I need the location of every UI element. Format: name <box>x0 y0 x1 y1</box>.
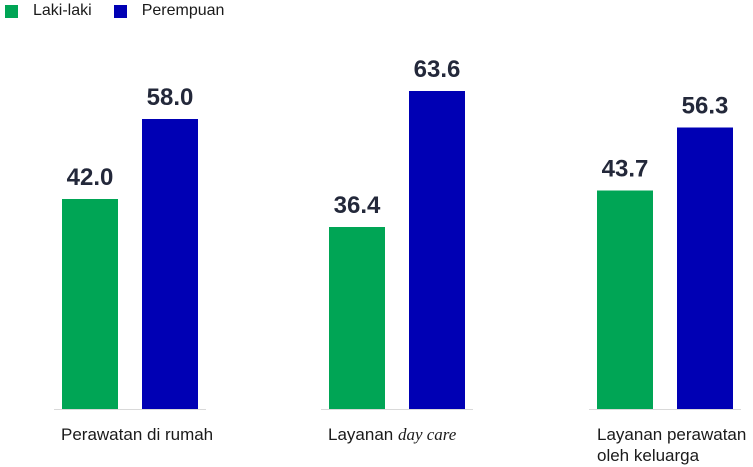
legend-label-laki-laki: Laki-laki <box>33 2 92 19</box>
legend-item-perempuan: Perempuan <box>113 2 225 20</box>
legend-item-laki-laki: Laki-laki <box>5 2 92 20</box>
bar-perempuan-1 <box>409 91 465 409</box>
legend-swatch-laki-laki <box>5 4 18 18</box>
value-label-perempuan-0: 58.0 <box>147 84 194 111</box>
bar-perempuan-0 <box>142 119 198 409</box>
legend: Laki-laki Perempuan <box>5 2 246 20</box>
value-label-laki-laki-1: 36.4 <box>334 192 381 219</box>
bar-laki-laki-2 <box>597 190 653 409</box>
bar-laki-laki-0 <box>62 199 118 409</box>
value-label-laki-laki-0: 42.0 <box>67 164 114 191</box>
bar-perempuan-2 <box>677 127 733 409</box>
legend-label-perempuan: Perempuan <box>141 2 225 19</box>
category-label-0: Perawatan di rumah <box>61 425 214 444</box>
legend-swatch-perempuan <box>113 4 127 18</box>
value-label-perempuan-2: 56.3 <box>682 93 729 120</box>
category-label-2: Layanan perawatan oleh keluarga <box>597 425 747 465</box>
category-label-1: Layanan day care <box>328 425 457 444</box>
value-label-perempuan-1: 63.6 <box>414 56 461 83</box>
bar-laki-laki-1 <box>329 227 385 409</box>
value-label-laki-laki-2: 43.7 <box>602 156 649 183</box>
